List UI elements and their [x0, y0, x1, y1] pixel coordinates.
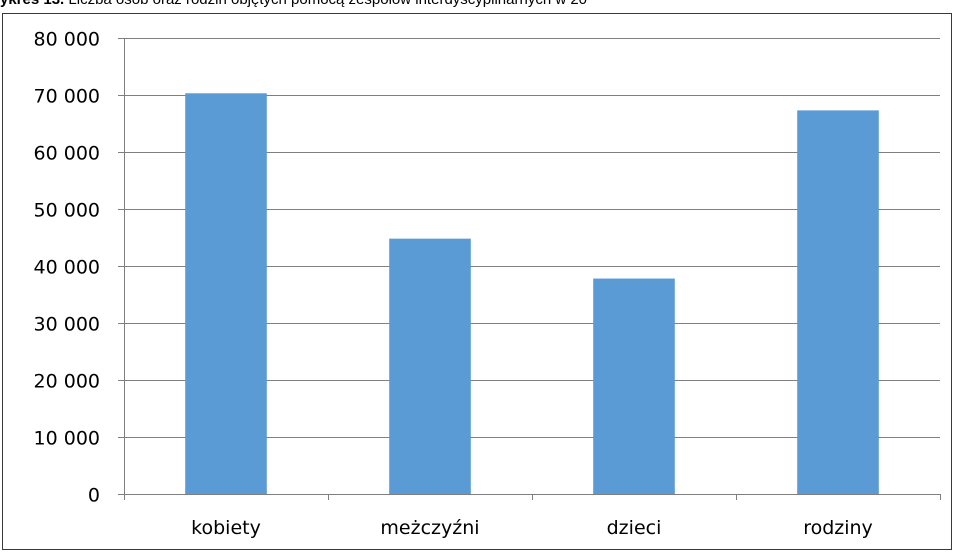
x-category-label-1: meżczyźni	[380, 517, 479, 539]
y-tick-label-1: 10 000	[34, 428, 100, 450]
chart-caption: ykres 13. Liczba osób oraz rodzin objęty…	[0, 0, 955, 9]
y-tick-label-3: 30 000	[34, 314, 100, 336]
bar-meżczyźni	[389, 238, 471, 494]
x-category-label-3: rodziny	[803, 517, 873, 539]
x-category-label-0: kobiety	[191, 517, 261, 539]
caption-text: Liczba osób oraz rodzin objętych pomocą …	[64, 0, 587, 8]
bar-rodziny	[797, 110, 879, 494]
x-category-labels: kobiety meżczyźni dzieci rodziny	[191, 517, 873, 539]
axis-layer	[124, 38, 941, 500]
bars-layer	[185, 93, 879, 494]
y-tick-label-8: 80 000	[34, 29, 100, 51]
y-tick-label-7: 70 000	[34, 86, 100, 108]
y-tick-label-2: 20 000	[34, 371, 100, 393]
caption-lead: ykres 13.	[0, 0, 64, 8]
bar-dzieci	[593, 278, 675, 494]
y-tick-label-0: 0	[88, 485, 100, 507]
chart-frame	[2, 13, 952, 550]
y-tick-label-6: 60 000	[34, 143, 100, 165]
y-tick-label-4: 40 000	[34, 257, 100, 279]
bar-kobiety	[185, 93, 267, 494]
x-category-label-2: dzieci	[607, 517, 662, 539]
y-tick-labels: 0 10 000 20 000 30 000 40 000 50 000 60 000 70 …	[34, 29, 100, 507]
y-tick-label-5: 50 000	[34, 200, 100, 222]
